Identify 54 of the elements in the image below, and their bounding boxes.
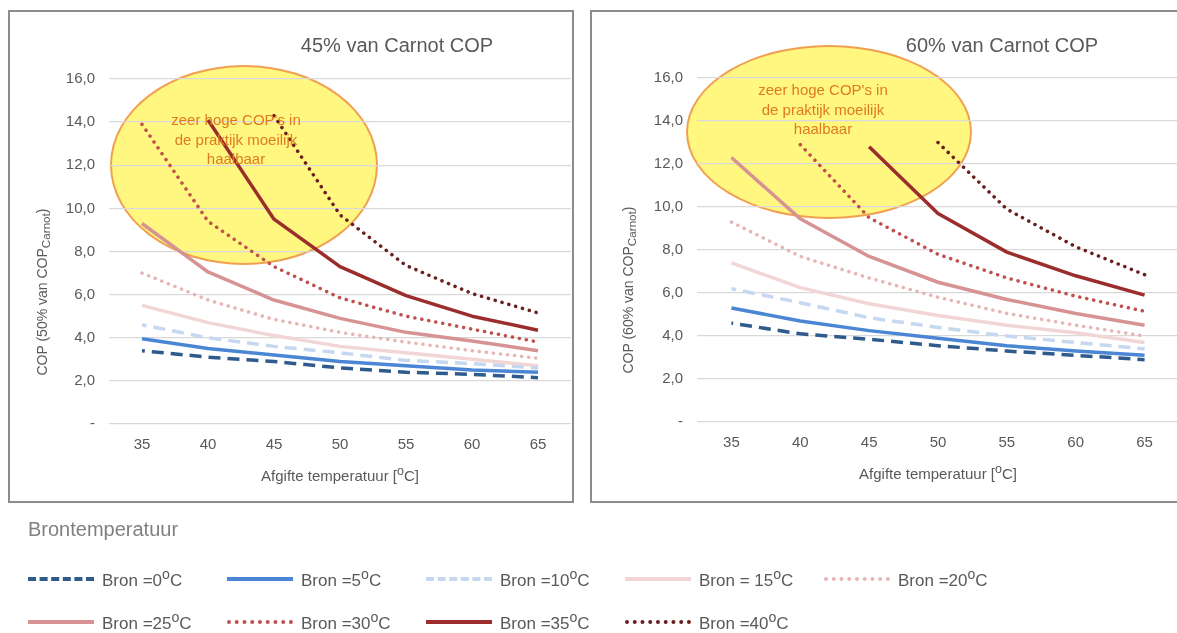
y-tick-label: 8,0 [662, 240, 683, 258]
line-series [729, 321, 1147, 362]
y-tick-label: 16,0 [65, 69, 95, 87]
legend-label: Bron =5$^{o}$C [301, 566, 382, 591]
legend-title: Brontemperatuur [28, 518, 180, 541]
x-tick-label: 50 [331, 435, 349, 453]
x-tick-label: 65 [529, 435, 547, 453]
line-series [140, 323, 540, 370]
legend-label: Bron =40$^{o}$C [699, 609, 789, 633]
chart-title: 60% van Carnot COP [905, 34, 1099, 57]
y-tick-label: - [678, 412, 683, 430]
legend-label: Bron =35$^{o}$C [500, 609, 590, 633]
x-tick-label: 60 [463, 435, 481, 453]
x-tick-label: 45 [265, 435, 283, 453]
x-tick-label: 45 [860, 433, 878, 451]
x-tick-label: 35 [133, 435, 151, 453]
x-axis-title: Afgifte temperatuur [$^{o}$C] [859, 462, 1017, 482]
x-tick-label: 40 [791, 433, 809, 451]
x-tick-label: 55 [998, 433, 1016, 451]
y-tick-label: 14,0 [65, 112, 95, 130]
y-tick-label: 2,0 [74, 371, 95, 389]
chart-title: 45% van Carnot COP [300, 34, 494, 57]
legend-label: Bron =0$^{o}$C [102, 566, 183, 591]
legend-label: Bron =20$^{o}$C [898, 566, 988, 591]
x-tick-label: 35 [723, 433, 740, 451]
y-tick-label: 14,0 [653, 111, 683, 129]
x-axis-title: Afgifte temperatuur [$^{o}$C] [261, 464, 419, 484]
y-tick-label: 16,0 [653, 68, 683, 86]
y-tick-label: 10,0 [653, 197, 683, 215]
y-tick-label: 12,0 [653, 154, 683, 172]
line-series [729, 286, 1147, 351]
line-series [798, 142, 1147, 314]
y-tick-label: 8,0 [74, 241, 95, 259]
y-tick-label: 6,0 [662, 283, 683, 301]
line-series [140, 348, 540, 380]
y-tick-label: 10,0 [65, 198, 95, 216]
legend-label: Bron =10$^{o}$C [500, 566, 590, 591]
x-tick-label: 60 [1067, 433, 1085, 451]
legend-label: Bron = 15$^{o}$C [699, 566, 794, 591]
legend-label: Bron =30$^{o}$C [301, 609, 391, 633]
x-tick-label: 55 [397, 435, 415, 453]
legend-label: Bron =25$^{o}$C [102, 609, 192, 633]
annotation: zeer hoge COP's in de praktijk moeilijk haalbaar [758, 80, 888, 139]
y-tick-label: 6,0 [74, 284, 95, 302]
line-series [140, 271, 540, 360]
y-tick-label: 12,0 [65, 155, 95, 173]
line-series [936, 140, 1147, 277]
y-tick-label: 4,0 [662, 326, 683, 344]
y-tick-label: 2,0 [662, 369, 683, 387]
y-tick-label: - [90, 414, 95, 432]
x-tick-label: 50 [929, 433, 947, 451]
y-tick-label: 4,0 [74, 327, 95, 345]
x-tick-label: 65 [1136, 433, 1153, 451]
x-tick-label: 40 [199, 435, 217, 453]
